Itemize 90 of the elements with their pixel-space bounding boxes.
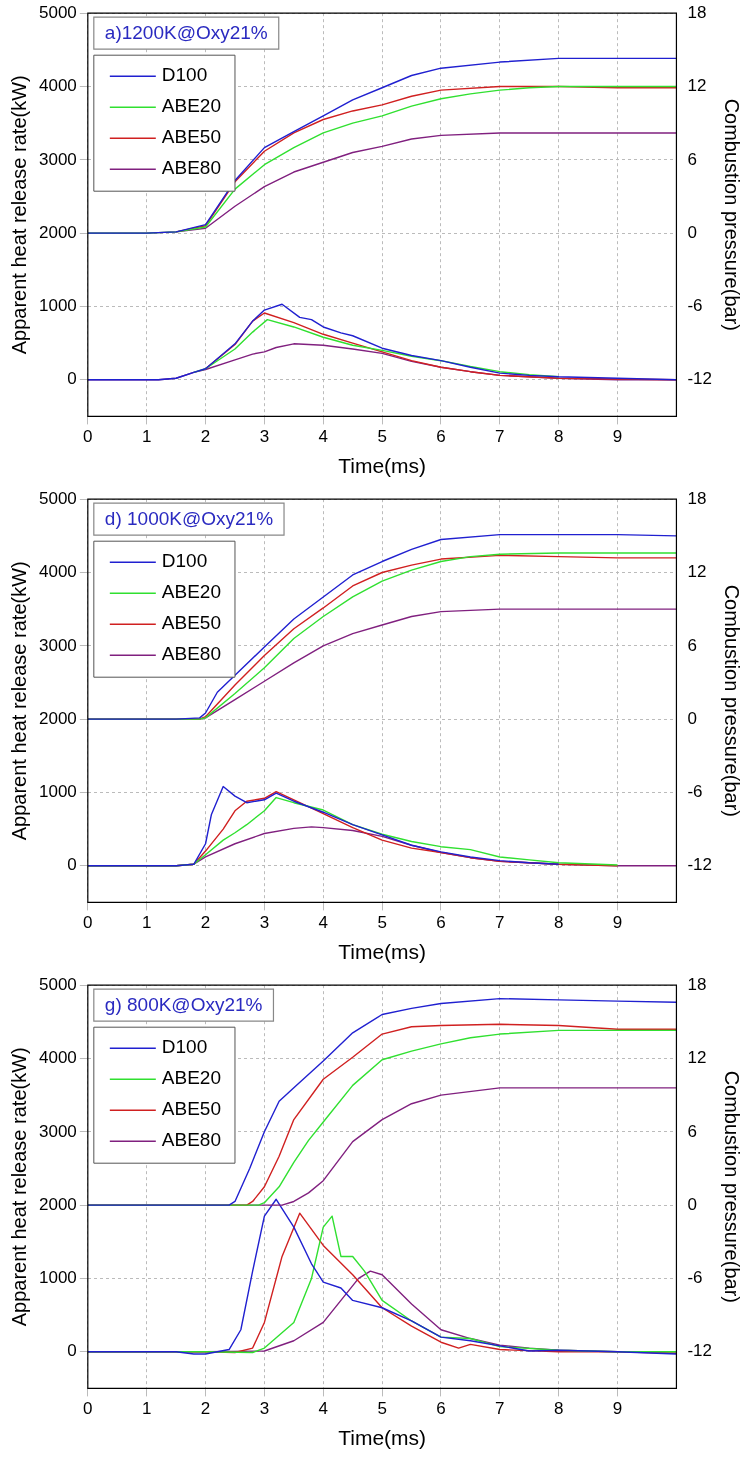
y2-tick-label: 0 (687, 1194, 697, 1214)
x-tick-label: 4 (318, 427, 328, 447)
y2-tick-label: 18 (687, 2, 707, 22)
x-axis-title: Time(ms) (338, 1426, 427, 1450)
x-tick-label: 5 (377, 1399, 387, 1419)
legend-label: ABE50 (161, 1098, 221, 1120)
y2-axis-title: Combustion pressure(bar) (721, 584, 744, 817)
y2-tick-label: 6 (687, 635, 697, 655)
y2-tick-label: 12 (687, 1048, 707, 1068)
y2-tick-label: -12 (687, 855, 713, 875)
y-axis-title: Apparent heat release rate(kW) (7, 75, 30, 355)
y-tick-label: 4000 (38, 1048, 77, 1068)
x-tick-label: 9 (612, 1399, 623, 1419)
y2-tick-label: 0 (687, 708, 697, 728)
x-tick-label: 8 (553, 427, 564, 447)
x-tick-label: 3 (259, 427, 270, 447)
legend-label: D100 (161, 550, 208, 572)
y-tick-label: 0 (67, 855, 77, 875)
x-tick-label: 2 (200, 913, 211, 933)
y2-tick-label: -6 (687, 782, 703, 802)
x-tick-label: 7 (495, 1399, 505, 1419)
x-tick-label: 2 (200, 1399, 211, 1419)
legend-label: ABE80 (161, 1129, 221, 1151)
x-tick-label: 1 (141, 1399, 152, 1419)
x-tick-label: 3 (259, 913, 270, 933)
x-tick-label: 8 (553, 1399, 564, 1419)
x-tick-label: 8 (553, 913, 564, 933)
text: d) 1000K@Oxy21% (104, 508, 274, 530)
x-tick-label: 3 (259, 1399, 270, 1419)
legend-label: ABE50 (161, 612, 221, 634)
y-tick-label: 0 (67, 369, 77, 389)
y2-axis-title: Combustion pressure(bar) (721, 1070, 744, 1303)
y2-tick-label: 6 (687, 1121, 697, 1141)
y2-tick-label: 6 (687, 149, 697, 169)
legend-label: D100 (161, 1036, 208, 1058)
y-tick-label: 3000 (38, 149, 77, 169)
y-axis-title: Apparent heat release rate(kW) (7, 561, 30, 841)
x-tick-label: 2 (200, 427, 211, 447)
x-tick-label: 6 (436, 427, 446, 447)
text: a)1200K@Oxy21% (104, 22, 268, 44)
y2-tick-label: 12 (687, 562, 707, 582)
x-tick-label: 5 (377, 913, 387, 933)
y-tick-label: 3000 (38, 1121, 77, 1141)
legend-label: ABE20 (161, 1067, 221, 1089)
y2-tick-label: 0 (687, 222, 697, 242)
text: g) 800K@Oxy21% (104, 994, 263, 1016)
x-tick-label: 9 (612, 913, 623, 933)
x-axis-title: Time(ms) (338, 454, 427, 478)
y-tick-label: 3000 (38, 635, 77, 655)
x-axis-title: Time(ms) (338, 940, 427, 964)
y-tick-label: 2000 (38, 1194, 77, 1214)
x-tick-label: 7 (495, 427, 505, 447)
x-tick-label: 6 (436, 913, 446, 933)
y2-tick-label: -6 (687, 296, 703, 316)
x-tick-label: 1 (141, 427, 152, 447)
y-tick-label: 0 (67, 1341, 77, 1361)
y2-tick-label: 18 (687, 974, 707, 994)
y-tick-label: 5000 (38, 974, 77, 994)
y2-tick-label: 18 (687, 488, 707, 508)
x-tick-label: 5 (377, 427, 387, 447)
y-tick-label: 4000 (38, 562, 77, 582)
legend-label: D100 (161, 64, 208, 86)
y-tick-label: 1000 (38, 1268, 77, 1288)
x-tick-label: 0 (83, 427, 93, 447)
x-tick-label: 1 (141, 913, 152, 933)
y-tick-label: 1000 (38, 782, 77, 802)
legend-label: ABE20 (161, 581, 221, 603)
legend-label: ABE80 (161, 643, 221, 665)
legend-label: ABE20 (161, 95, 221, 117)
x-tick-label: 0 (83, 1399, 93, 1419)
y2-tick-label: -12 (687, 369, 713, 389)
x-tick-label: 0 (83, 913, 93, 933)
y-axis-title: Apparent heat release rate(kW) (7, 1047, 30, 1327)
y-tick-label: 5000 (38, 488, 77, 508)
y2-tick-label: -12 (687, 1341, 713, 1361)
y2-tick-label: -6 (687, 1268, 703, 1288)
y-tick-label: 1000 (38, 296, 77, 316)
y2-axis-title: Combustion pressure(bar) (721, 98, 744, 331)
x-tick-label: 4 (318, 1399, 328, 1419)
y-tick-label: 5000 (38, 2, 77, 22)
legend-label: ABE50 (161, 126, 221, 148)
x-tick-label: 4 (318, 913, 328, 933)
y-tick-label: 2000 (38, 222, 77, 242)
x-tick-label: 9 (612, 427, 623, 447)
x-tick-label: 7 (495, 913, 505, 933)
x-tick-label: 6 (436, 1399, 446, 1419)
y-tick-label: 2000 (38, 708, 77, 728)
y-tick-label: 4000 (38, 76, 77, 96)
y2-tick-label: 12 (687, 76, 707, 96)
legend-label: ABE80 (161, 157, 221, 179)
